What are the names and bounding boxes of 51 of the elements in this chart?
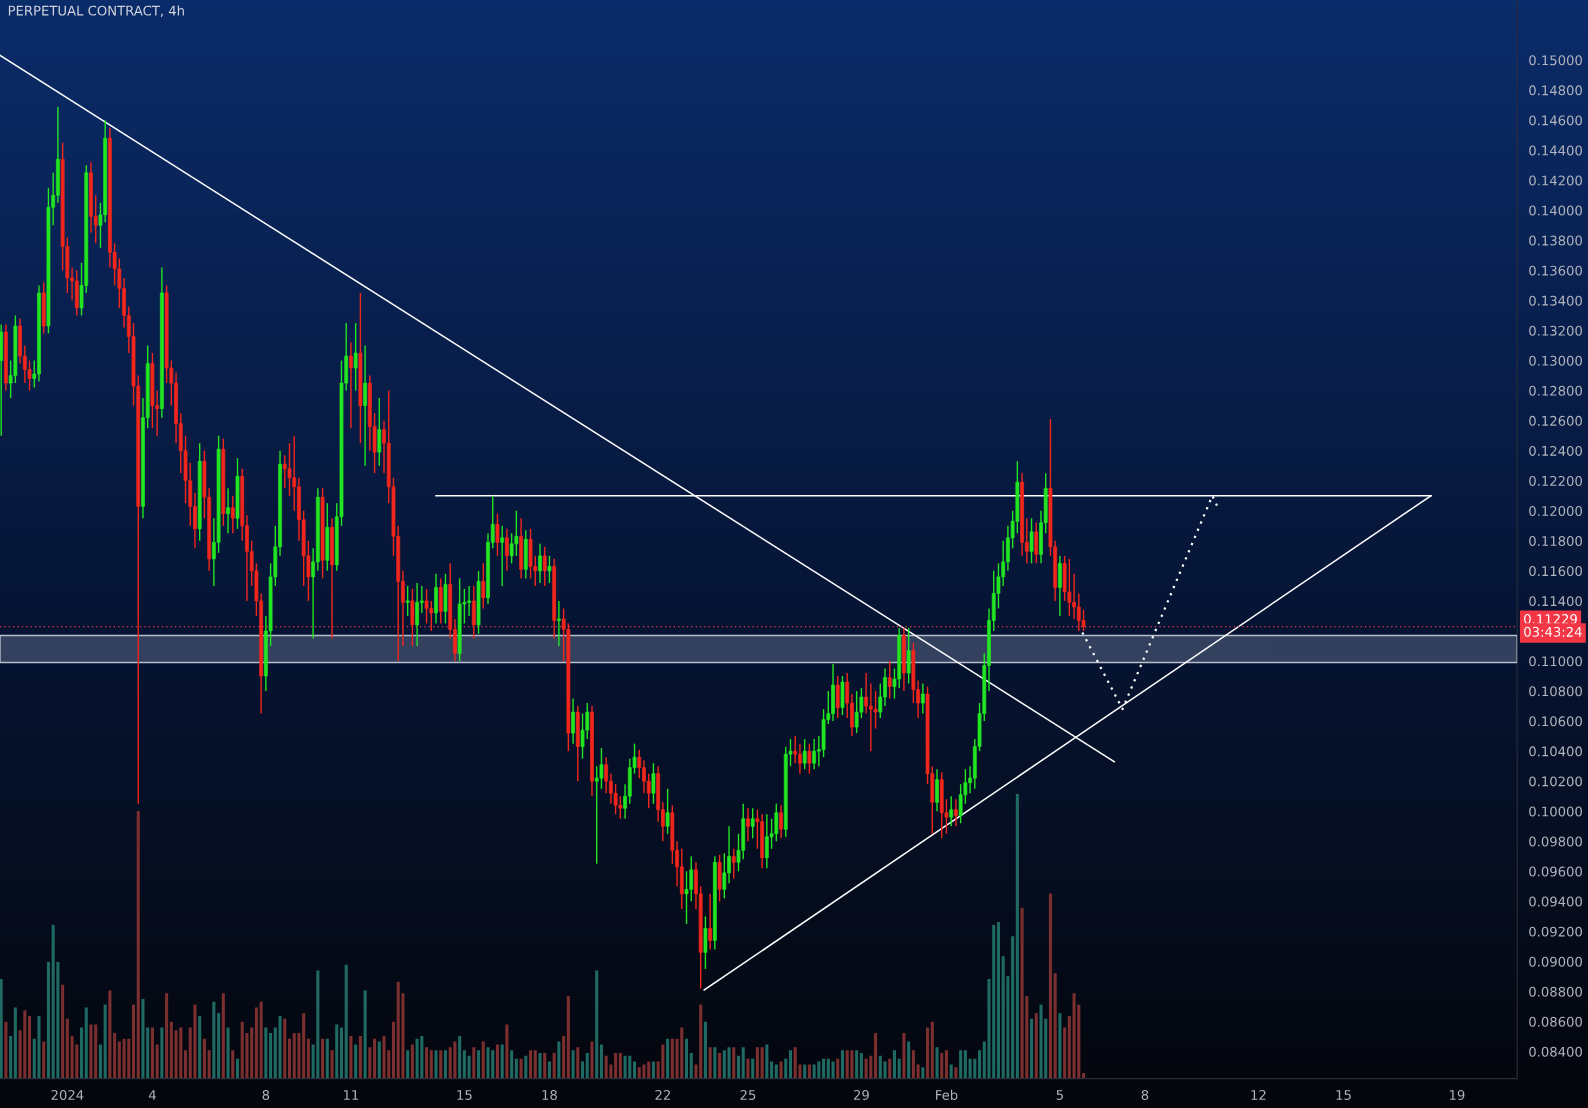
x-tick-label: 18 (542, 1089, 557, 1100)
x-tick-label: 15 (1336, 1090, 1351, 1100)
text: 03:43:24 (1524, 626, 1582, 637)
x-tick-label: 8 (262, 1089, 270, 1100)
y-tick-label: 0.14000 (1529, 205, 1582, 216)
x-tick-label: 15 (457, 1090, 472, 1100)
y-tick-label: 0.10800 (1529, 686, 1582, 697)
y-tick-label: 0.15000 (1529, 55, 1582, 66)
y-tick-label: 0.13600 (1529, 265, 1582, 276)
y-tick-label: 0.10200 (1529, 776, 1582, 787)
y-tick-label: 0.14600 (1529, 115, 1582, 126)
y-tick-label: 0.14200 (1529, 175, 1582, 186)
y-tick-label: 0.12600 (1529, 415, 1582, 426)
y-tick-label: 0.10400 (1529, 746, 1582, 757)
x-tick-label: 4 (148, 1090, 156, 1100)
y-tick-label: 0.12000 (1529, 506, 1582, 516)
ref-line-label: 0.11229 (1524, 614, 1577, 625)
x-tick-label: 12 (1251, 1089, 1266, 1100)
y-tick-label: 0.08600 (1529, 1016, 1582, 1027)
chart-title: PERPETUAL CONTRACT, 4h (8, 5, 184, 17)
y-tick-label: 0.09800 (1529, 836, 1582, 847)
y-tick-label: 0.12800 (1529, 385, 1582, 396)
y-tick-label: 0.13000 (1529, 355, 1582, 366)
x-tick-label: Feb (936, 1089, 958, 1100)
x-tick-label: 8 (1141, 1089, 1149, 1100)
y-tick-label: 0.08400 (1529, 1046, 1582, 1057)
y-tick-label: 0.14800 (1529, 85, 1582, 96)
y-tick-label: 0.12400 (1529, 445, 1582, 456)
y-tick-label: 0.13200 (1529, 325, 1582, 336)
x-tick-label: 5 (1056, 1090, 1063, 1100)
y-tick-label: 0.10600 (1529, 716, 1582, 727)
x-tick-label: 11 (343, 1090, 359, 1100)
y-tick-label: 0.09400 (1529, 896, 1582, 907)
y-tick-label: 0.12200 (1529, 475, 1582, 486)
y-tick-label: 0.10000 (1529, 806, 1582, 817)
y-tick-label: 0.08800 (1529, 986, 1582, 997)
x-tick-label: 29 (853, 1089, 869, 1100)
y-tick-label: 0.11800 (1529, 536, 1582, 547)
y-tick-label: 0.13400 (1529, 295, 1582, 306)
y-tick-label: 0.11000 (1529, 656, 1582, 667)
y-tick-label: 0.09200 (1529, 926, 1582, 937)
y-tick-label: 0.09600 (1529, 866, 1582, 877)
y-tick-label: 0.11600 (1529, 566, 1582, 577)
x-tick-label: 19 (1449, 1089, 1465, 1100)
x-tick-label: 2024 (51, 1089, 84, 1100)
x-tick-label: 25 (740, 1089, 756, 1100)
x-tick-label: 22 (655, 1089, 670, 1100)
y-tick-label: 0.09000 (1529, 956, 1582, 967)
y-tick-label: 0.13800 (1529, 235, 1582, 246)
y-tick-label: 0.14400 (1529, 145, 1582, 156)
y-tick-label: 0.11400 (1529, 596, 1582, 607)
